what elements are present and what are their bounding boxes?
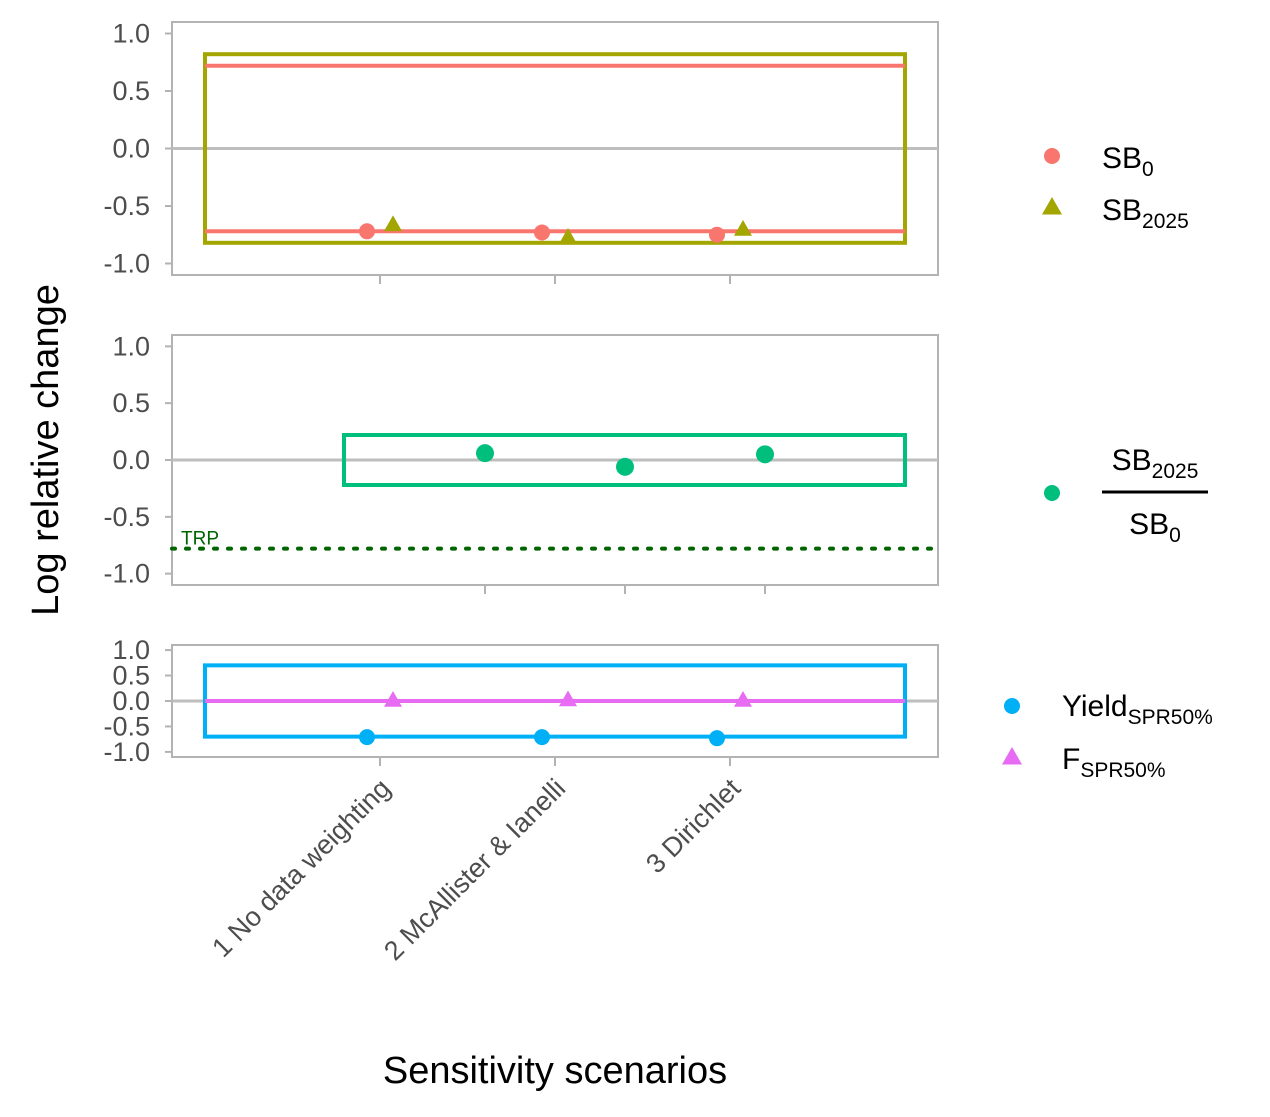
legend-item: FSPR50% — [1002, 743, 1166, 782]
y-tick-label: 1.0 — [112, 635, 150, 665]
y-tick-label: -1.0 — [103, 737, 150, 767]
data-point — [359, 729, 375, 746]
y-tick-label: -0.5 — [103, 502, 150, 532]
data-point — [384, 215, 402, 232]
legend-key-circle — [1044, 485, 1060, 501]
legend: SB0 SB2025 SB2025 SB0 YieldSPR50% FSPR50% — [1002, 142, 1213, 782]
legend-label: YieldSPR50% — [1062, 690, 1213, 729]
reference-box — [342, 433, 907, 487]
legend-key-triangle — [1042, 197, 1062, 215]
y-tick-label: 1.0 — [112, 331, 150, 361]
legend-item: SB0 — [1044, 142, 1154, 181]
panel-top: 1.0 0.5 0.0 -0.5 -1.0 — [103, 19, 939, 284]
data-point — [384, 690, 402, 707]
y-tick-label: 1.0 — [112, 19, 150, 49]
x-tick-label: 2 McAllister & Ianelli — [378, 773, 571, 966]
legend-group-top: SB0 SB2025 — [1042, 142, 1189, 233]
data-point — [559, 228, 577, 244]
y-tick-label: 0.5 — [112, 388, 150, 418]
trp-label: TRP — [181, 529, 219, 550]
y-tick-label: 0.0 — [112, 686, 150, 716]
legend-key-circle — [1004, 698, 1020, 714]
legend-key-circle — [1044, 148, 1060, 164]
legend-label: SB0 — [1102, 142, 1154, 181]
data-point — [734, 220, 752, 236]
data-point — [709, 226, 725, 243]
data-point — [534, 729, 550, 746]
legend-label: SB2025 — [1112, 444, 1199, 483]
data-point — [756, 445, 774, 464]
legend-group-middle: SB2025 SB0 — [1044, 444, 1208, 547]
y-tick-label: 0.0 — [112, 134, 150, 164]
y-tick-label: -1.0 — [103, 559, 150, 589]
y-tick-label: -0.5 — [103, 191, 150, 221]
reference-box — [203, 52, 907, 245]
data-point — [616, 457, 634, 476]
panel-bottom: 1.00.50.0-0.5-1.0 — [103, 635, 939, 767]
x-tick-label: 3 Dirichlet — [640, 773, 746, 879]
x-axis-title: Sensitivity scenarios — [383, 1050, 727, 1092]
y-tick-label: 0.5 — [112, 76, 150, 106]
legend-item: SB2025 SB0 — [1044, 444, 1208, 547]
data-point — [734, 690, 752, 707]
legend-label: SB0 — [1129, 508, 1181, 547]
legend-group-bottom: YieldSPR50% FSPR50% — [1002, 690, 1213, 782]
data-point — [709, 730, 725, 747]
legend-label: FSPR50% — [1062, 743, 1166, 782]
y-tick-label: 0.0 — [112, 445, 150, 475]
panel-middle: 1.0 0.5 0.0 -0.5 -1.0 TRP — [103, 331, 940, 594]
legend-item: YieldSPR50% — [1004, 690, 1213, 729]
legend-item: SB2025 — [1042, 194, 1189, 233]
data-point — [476, 444, 494, 463]
data-point — [359, 223, 375, 240]
y-axis-title: Log relative change — [25, 284, 67, 616]
panels: 1.00.50.0-0.5-1.01.00.50.0-0.5-1.0TRP1.0… — [103, 19, 940, 767]
data-point — [534, 224, 550, 241]
legend-label: SB2025 — [1102, 194, 1189, 233]
y-tick-label: -0.5 — [103, 711, 150, 741]
y-tick-label: -1.0 — [103, 249, 150, 279]
data-point — [559, 690, 577, 707]
x-tick-label: 1 No data weighting — [206, 773, 396, 963]
legend-key-triangle — [1002, 747, 1022, 765]
y-tick-label: 0.5 — [112, 661, 150, 691]
